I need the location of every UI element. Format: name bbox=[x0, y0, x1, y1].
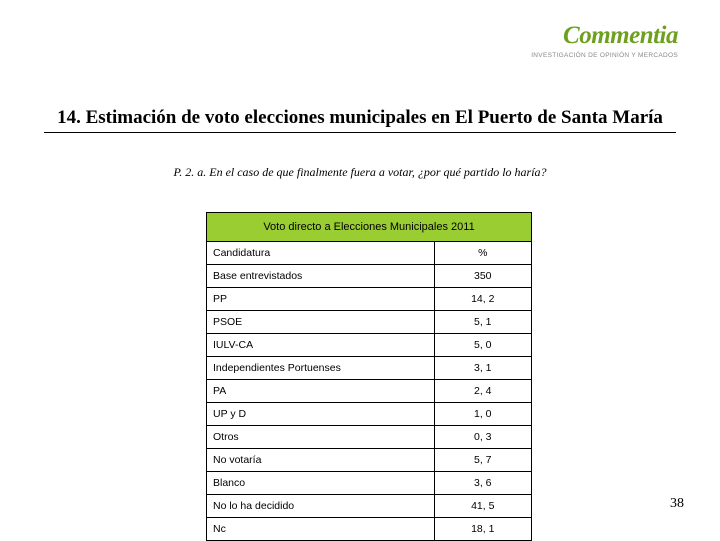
row-value: 18, 1 bbox=[434, 518, 532, 541]
row-value: 41, 5 bbox=[434, 495, 532, 518]
row-value: 2, 4 bbox=[434, 380, 532, 403]
results-table: Voto directo a Elecciones Municipales 20… bbox=[206, 212, 532, 541]
table-header: Voto directo a Elecciones Municipales 20… bbox=[207, 213, 532, 242]
table-row: No lo ha decidido41, 5 bbox=[207, 495, 532, 518]
row-value: 3, 6 bbox=[434, 472, 532, 495]
row-value: 14, 2 bbox=[434, 288, 532, 311]
table-row: IULV-CA5, 0 bbox=[207, 334, 532, 357]
table-row: Base entrevistados350 bbox=[207, 265, 532, 288]
row-label: No votaría bbox=[207, 449, 435, 472]
row-label: Independientes Portuenses bbox=[207, 357, 435, 380]
table-row: PSOE5, 1 bbox=[207, 311, 532, 334]
col-label: Candidatura bbox=[207, 242, 435, 265]
row-value: 350 bbox=[434, 265, 532, 288]
question-text: P. 2. a. En el caso de que finalmente fu… bbox=[44, 165, 676, 180]
logo-sub: INVESTIGACIÓN DE OPINIÓN Y MERCADOS bbox=[531, 52, 678, 59]
logo: Commentia INVESTIGACIÓN DE OPINIÓN Y MER… bbox=[531, 22, 678, 59]
row-label: PP bbox=[207, 288, 435, 311]
table-row: Candidatura % bbox=[207, 242, 532, 265]
row-label: Blanco bbox=[207, 472, 435, 495]
row-label: No lo ha decidido bbox=[207, 495, 435, 518]
row-label: Otros bbox=[207, 426, 435, 449]
table-row: Otros0, 3 bbox=[207, 426, 532, 449]
page-title: 14. Estimación de voto elecciones munici… bbox=[44, 106, 676, 133]
row-label: PSOE bbox=[207, 311, 435, 334]
row-value: 5, 7 bbox=[434, 449, 532, 472]
table-body: Candidatura % Base entrevistados350PP14,… bbox=[207, 242, 532, 541]
table-row: Blanco3, 6 bbox=[207, 472, 532, 495]
table-row: PP14, 2 bbox=[207, 288, 532, 311]
row-label: UP y D bbox=[207, 403, 435, 426]
row-value: 5, 0 bbox=[434, 334, 532, 357]
table-row: No votaría5, 7 bbox=[207, 449, 532, 472]
row-value: 1, 0 bbox=[434, 403, 532, 426]
row-value: 3, 1 bbox=[434, 357, 532, 380]
col-value: % bbox=[434, 242, 532, 265]
row-label: IULV-CA bbox=[207, 334, 435, 357]
row-value: 5, 1 bbox=[434, 311, 532, 334]
table-row: Independientes Portuenses3, 1 bbox=[207, 357, 532, 380]
table-row: UP y D1, 0 bbox=[207, 403, 532, 426]
table-row: Nc18, 1 bbox=[207, 518, 532, 541]
logo-main: Commentia bbox=[531, 22, 678, 50]
table-row: PA2, 4 bbox=[207, 380, 532, 403]
row-label: Nc bbox=[207, 518, 435, 541]
row-value: 0, 3 bbox=[434, 426, 532, 449]
row-label: Base entrevistados bbox=[207, 265, 435, 288]
row-label: PA bbox=[207, 380, 435, 403]
page-number: 38 bbox=[670, 496, 684, 512]
